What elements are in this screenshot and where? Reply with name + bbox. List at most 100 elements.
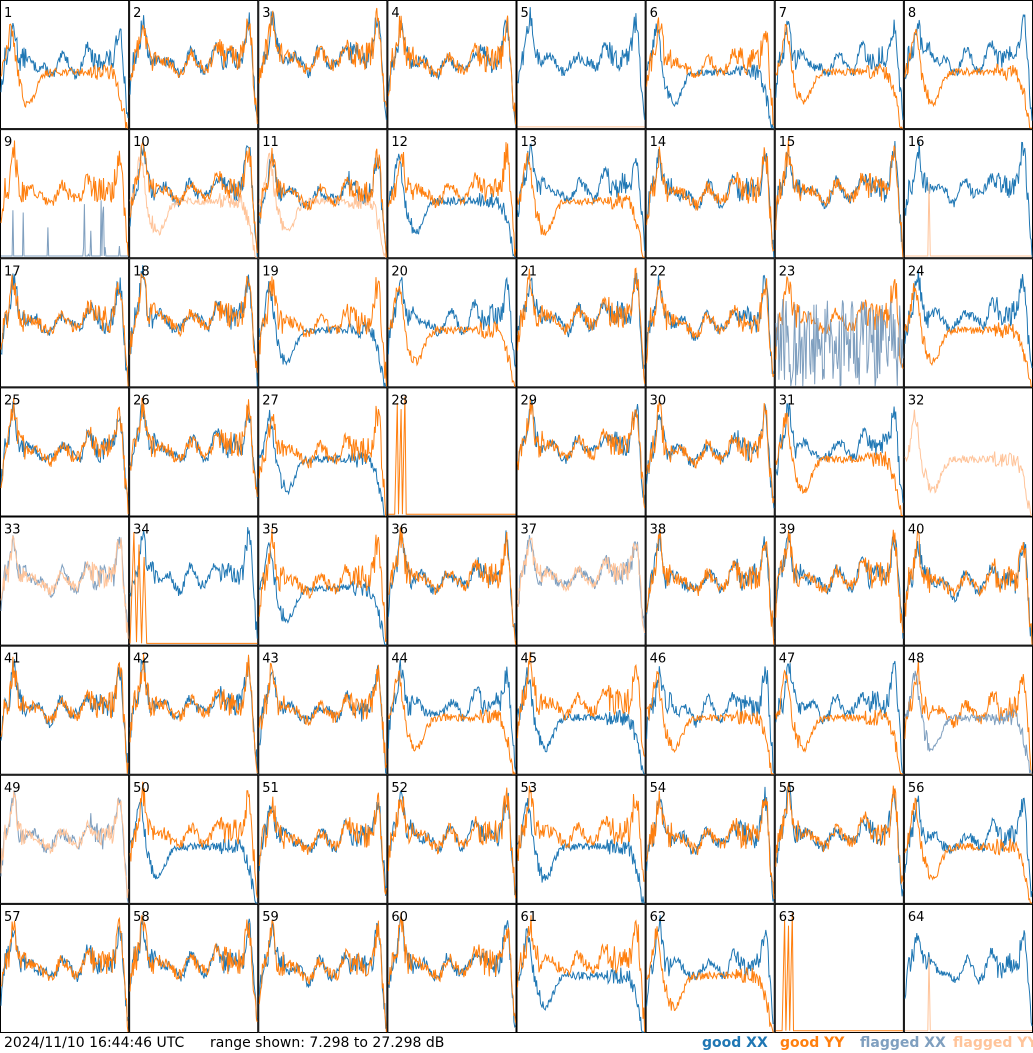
- panel-4: 4: [387, 0, 517, 130]
- yy-line: [387, 912, 516, 1023]
- xx-line: [517, 927, 645, 1033]
- panel-frame: [903, 0, 1033, 130]
- panel-24: 24: [903, 258, 1033, 388]
- yy-line: [904, 956, 1032, 1032]
- panel-55: 55: [774, 774, 904, 904]
- yy-line: [646, 17, 775, 126]
- panel-label: 5: [521, 6, 529, 21]
- yy-line: [129, 397, 258, 498]
- yy-line: [517, 399, 646, 509]
- yy-line: [646, 278, 775, 378]
- yy-line: [775, 529, 904, 634]
- panel-13: 13: [516, 129, 646, 259]
- panel-frame: [129, 258, 259, 388]
- panel-label: 25: [4, 393, 21, 408]
- panel-34: 34: [129, 516, 259, 646]
- panel-15: 15: [774, 129, 904, 259]
- yy-line: [258, 662, 387, 769]
- panel-16: 16: [903, 129, 1033, 259]
- panel-60: 60: [387, 903, 517, 1033]
- yy-line: [129, 915, 258, 1023]
- panel-label: 54: [650, 781, 667, 796]
- panel-64: 64: [903, 903, 1033, 1033]
- panel-frame: [0, 0, 130, 130]
- panel-33: 33: [0, 516, 130, 646]
- panel-label: 61: [521, 910, 538, 925]
- panel-9: 9: [0, 129, 130, 259]
- panel-21: 21: [516, 258, 646, 388]
- panel-26: 26: [129, 387, 259, 517]
- panel-label: 52: [391, 781, 408, 796]
- yy-line: [129, 653, 258, 774]
- panel-12: 12: [387, 129, 517, 259]
- panel-label: 18: [133, 264, 150, 279]
- yy-line: [904, 283, 1032, 387]
- panel-36: 36: [387, 516, 517, 646]
- panel-label: 26: [133, 393, 150, 408]
- panel-label: 60: [391, 910, 408, 925]
- yy-line: [517, 915, 646, 1033]
- panel-label: 58: [133, 910, 150, 925]
- panel-frame: [903, 645, 1033, 775]
- yy-line: [517, 151, 645, 258]
- xx-line: [775, 19, 904, 120]
- yy-line: [775, 913, 903, 1032]
- yy-line: [0, 916, 129, 1033]
- panel-6: 6: [645, 0, 775, 130]
- xx-line: [258, 281, 387, 387]
- yy-line: [129, 141, 258, 254]
- xx-line: [904, 269, 1033, 369]
- yy-line: [258, 919, 387, 1033]
- panel-label: 44: [391, 652, 408, 667]
- panel-label: 21: [521, 264, 538, 279]
- xx-line: [387, 659, 516, 771]
- panel-58: 58: [129, 903, 259, 1033]
- panel-label: 48: [908, 652, 925, 667]
- panel-frame: [0, 129, 130, 259]
- panel-label: 17: [4, 264, 21, 279]
- panel-38: 38: [645, 516, 775, 646]
- panel-3: 3: [258, 0, 388, 130]
- yy-line: [646, 926, 774, 1033]
- yy-line: [775, 138, 904, 258]
- yy-line: [646, 146, 775, 252]
- yy-line: [129, 272, 258, 373]
- panel-frame: [516, 0, 646, 130]
- panel-46: 46: [645, 645, 775, 775]
- panel-label: 41: [4, 652, 21, 667]
- panel-label: 23: [779, 264, 796, 279]
- yy-line: [388, 396, 516, 515]
- yy-line: [646, 398, 775, 504]
- panel-7: 7: [774, 0, 904, 130]
- xx-line: [258, 153, 387, 258]
- yy-line: [258, 792, 387, 895]
- yy-line: [387, 15, 516, 125]
- panel-frame: [516, 774, 646, 904]
- panel-label: 37: [521, 523, 538, 538]
- panel-14: 14: [645, 129, 775, 259]
- yy-line: [517, 785, 645, 882]
- yy-line: [258, 405, 387, 517]
- xx-line: [904, 795, 1033, 898]
- panel-48: 48: [903, 645, 1033, 775]
- footer: 2024/11/10 16:44:46 UTC range shown: 7.2…: [0, 1033, 1033, 1053]
- panel-label: 30: [650, 393, 667, 408]
- panel-label: 14: [650, 135, 667, 150]
- panel-42: 42: [129, 645, 259, 775]
- panel-label: 62: [650, 910, 667, 925]
- timestamp: 2024/11/10 16:44:46 UTC: [4, 1035, 185, 1051]
- panel-30: 30: [645, 387, 775, 517]
- panel-31: 31: [774, 387, 904, 517]
- panel-label: 19: [262, 264, 279, 279]
- panel-22: 22: [645, 258, 775, 388]
- panel-label: 8: [908, 6, 916, 21]
- panel-label: 9: [4, 135, 12, 150]
- xx-line: [129, 915, 258, 1020]
- panel-label: 50: [133, 781, 150, 796]
- panel-label: 27: [262, 393, 279, 408]
- xx-line: [646, 23, 774, 129]
- panel-label: 4: [391, 6, 399, 21]
- panel-label: 31: [779, 393, 796, 408]
- panel-25: 25: [0, 387, 130, 517]
